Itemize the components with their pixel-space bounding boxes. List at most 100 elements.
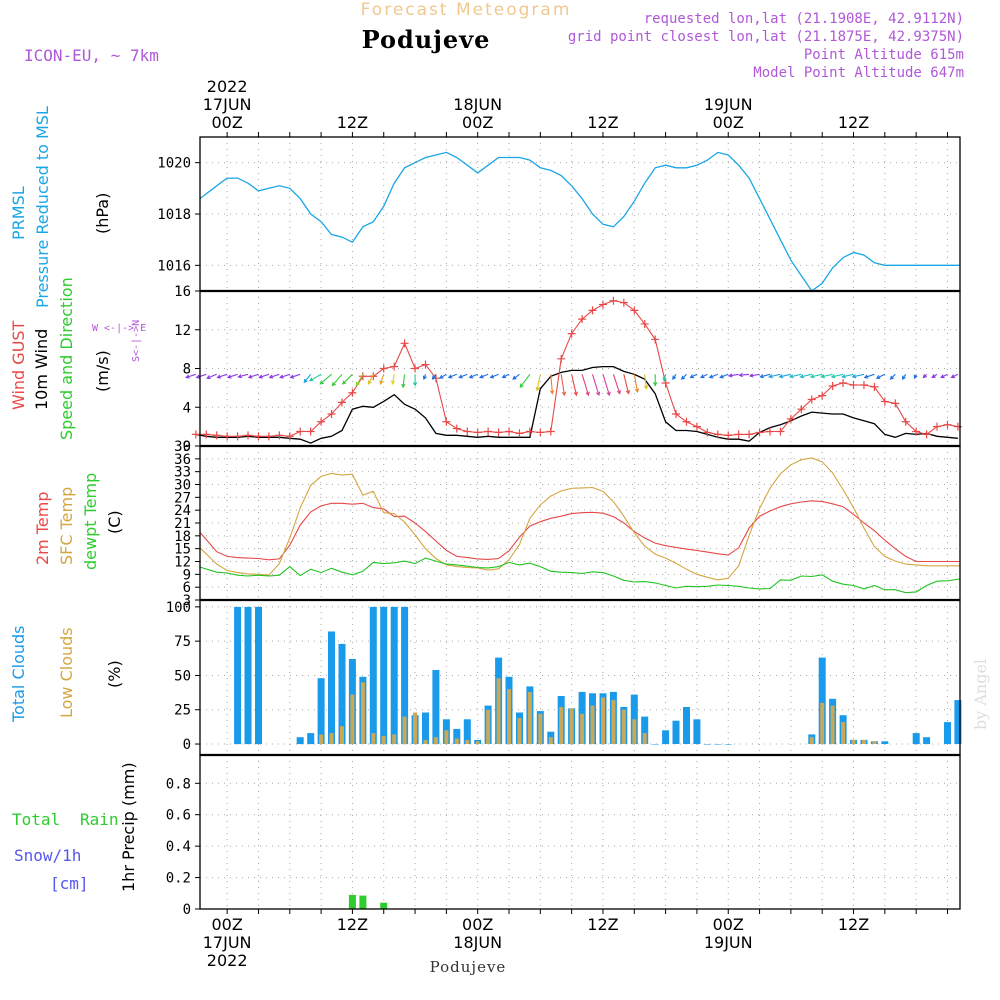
- wind-arrow: [680, 373, 687, 380]
- bottom-hour-label: 00Z: [211, 915, 242, 934]
- wind-arrow: [863, 373, 875, 379]
- total-cloud-bar: [453, 728, 461, 744]
- series-line-2m-temp: [199, 500, 960, 563]
- gust-marker: [807, 395, 816, 404]
- temp-unit-label: (C): [105, 510, 124, 534]
- wind-arrow: [247, 373, 259, 379]
- low-cloud-bar: [611, 700, 616, 744]
- wind-arrow: [799, 373, 812, 379]
- gust-marker: [933, 422, 942, 431]
- gust-marker: [515, 429, 524, 438]
- gust-marker: [264, 432, 273, 441]
- model-altitude: Model Point Altitude 647m: [753, 65, 964, 81]
- precip-unit-label: 1hr Precip (mm): [119, 762, 138, 892]
- low-cloud-bar: [423, 739, 428, 744]
- low-cloud-bar: [590, 705, 595, 744]
- wind-arrow: [560, 374, 567, 397]
- gust-marker: [348, 388, 357, 397]
- gust-marker: [640, 319, 649, 328]
- wind-arrow: [931, 373, 938, 379]
- rain-bar: [348, 894, 356, 909]
- top-hour-label: 00Z: [713, 113, 744, 132]
- wind-arrow: [216, 373, 228, 379]
- y-tick-label: 12: [174, 555, 191, 571]
- gust-marker: [828, 381, 837, 390]
- gust-marker: [505, 427, 514, 436]
- wind-arrow: [303, 373, 312, 384]
- wind-arrow: [913, 374, 918, 380]
- total-cloud-bar: [724, 744, 732, 745]
- gust-marker: [588, 306, 597, 315]
- low-cloud-bar: [340, 726, 344, 744]
- low-clouds-label: Low Clouds: [57, 627, 76, 718]
- low-cloud-bar: [548, 737, 553, 745]
- y-tick-label: 50: [174, 668, 191, 684]
- wind-arrow: [778, 373, 792, 379]
- gust-marker: [463, 427, 472, 436]
- low-cloud-bar: [632, 719, 637, 744]
- top-hour-label: 12Z: [337, 113, 368, 132]
- wind-arrow: [950, 373, 959, 379]
- rain-label: Rain: [80, 810, 119, 829]
- wind-arrow: [185, 373, 196, 379]
- total-cloud-bar: [338, 643, 346, 744]
- y-tick-label: 24: [174, 503, 191, 519]
- gust-marker: [400, 339, 409, 348]
- cloud-side-labels: Total Clouds Low Clouds (%): [9, 626, 124, 724]
- gust-marker: [379, 364, 388, 373]
- location-title: Podujeve: [362, 25, 491, 54]
- bottom-date-label: 18JUN: [453, 933, 502, 952]
- gust-marker: [233, 432, 242, 441]
- low-cloud-bar: [392, 734, 397, 744]
- wind-arrow: [237, 373, 249, 379]
- gust-marker: [275, 431, 284, 440]
- point-altitude: Point Altitude 615m: [804, 47, 964, 63]
- low-cloud-bar: [538, 713, 543, 744]
- low-cloud-bar: [862, 739, 866, 744]
- wind-arrow: [727, 373, 739, 378]
- gust-marker: [692, 422, 701, 431]
- compass-we-label: W <-|-> E: [92, 323, 146, 334]
- gridpoint-coords: grid point closest lon,lat (21.1875E, 42…: [568, 29, 964, 45]
- top-hour-label: 12Z: [587, 113, 618, 132]
- y-tick-label: 100: [166, 600, 191, 616]
- credit-watermark: by Angel: [971, 659, 990, 730]
- bottom-year-label: 2022: [207, 951, 248, 970]
- wind-arrow: [308, 373, 322, 382]
- y-tick-label: 30: [174, 478, 191, 494]
- footer-location: Podujeve: [430, 958, 507, 976]
- wind-arrow: [623, 374, 631, 395]
- snow-unit-label: [cm]: [50, 874, 89, 893]
- wind-arrow: [820, 373, 833, 379]
- total-cloud-bar: [641, 716, 649, 744]
- total-cloud-bar: [683, 707, 690, 744]
- y-tick-label: 36: [174, 452, 191, 468]
- series-line-10m-wind: [195, 365, 958, 444]
- low-cloud-bar: [475, 741, 480, 744]
- gust-marker: [724, 431, 733, 440]
- low-cloud-bar: [872, 741, 877, 744]
- cloud-unit-label: (%): [105, 660, 124, 688]
- gust-marker: [390, 362, 399, 371]
- top-hour-label: 00Z: [211, 113, 242, 132]
- low-cloud-bar: [601, 697, 605, 744]
- wind-arrow: [689, 373, 698, 379]
- top-date-label: 18JUN: [453, 95, 502, 114]
- rain-bar: [359, 895, 367, 909]
- wind-arrow: [738, 372, 750, 378]
- bottom-hour-label: 00Z: [713, 915, 744, 934]
- y-tick-label: 4: [183, 400, 191, 416]
- total-cloud-bar: [954, 700, 962, 744]
- total-cloud-bar: [255, 606, 262, 745]
- total-cloud-bar: [818, 657, 826, 744]
- y-tick-label: 25: [174, 703, 191, 719]
- gust-marker: [578, 315, 587, 324]
- low-cloud-bar: [329, 733, 334, 745]
- low-cloud-bar: [486, 709, 491, 744]
- gust-marker: [912, 427, 921, 436]
- total-cloud-bar: [244, 606, 252, 745]
- gust-marker: [567, 329, 576, 338]
- low-cloud-bar: [809, 737, 814, 745]
- low-cloud-bar: [465, 739, 470, 744]
